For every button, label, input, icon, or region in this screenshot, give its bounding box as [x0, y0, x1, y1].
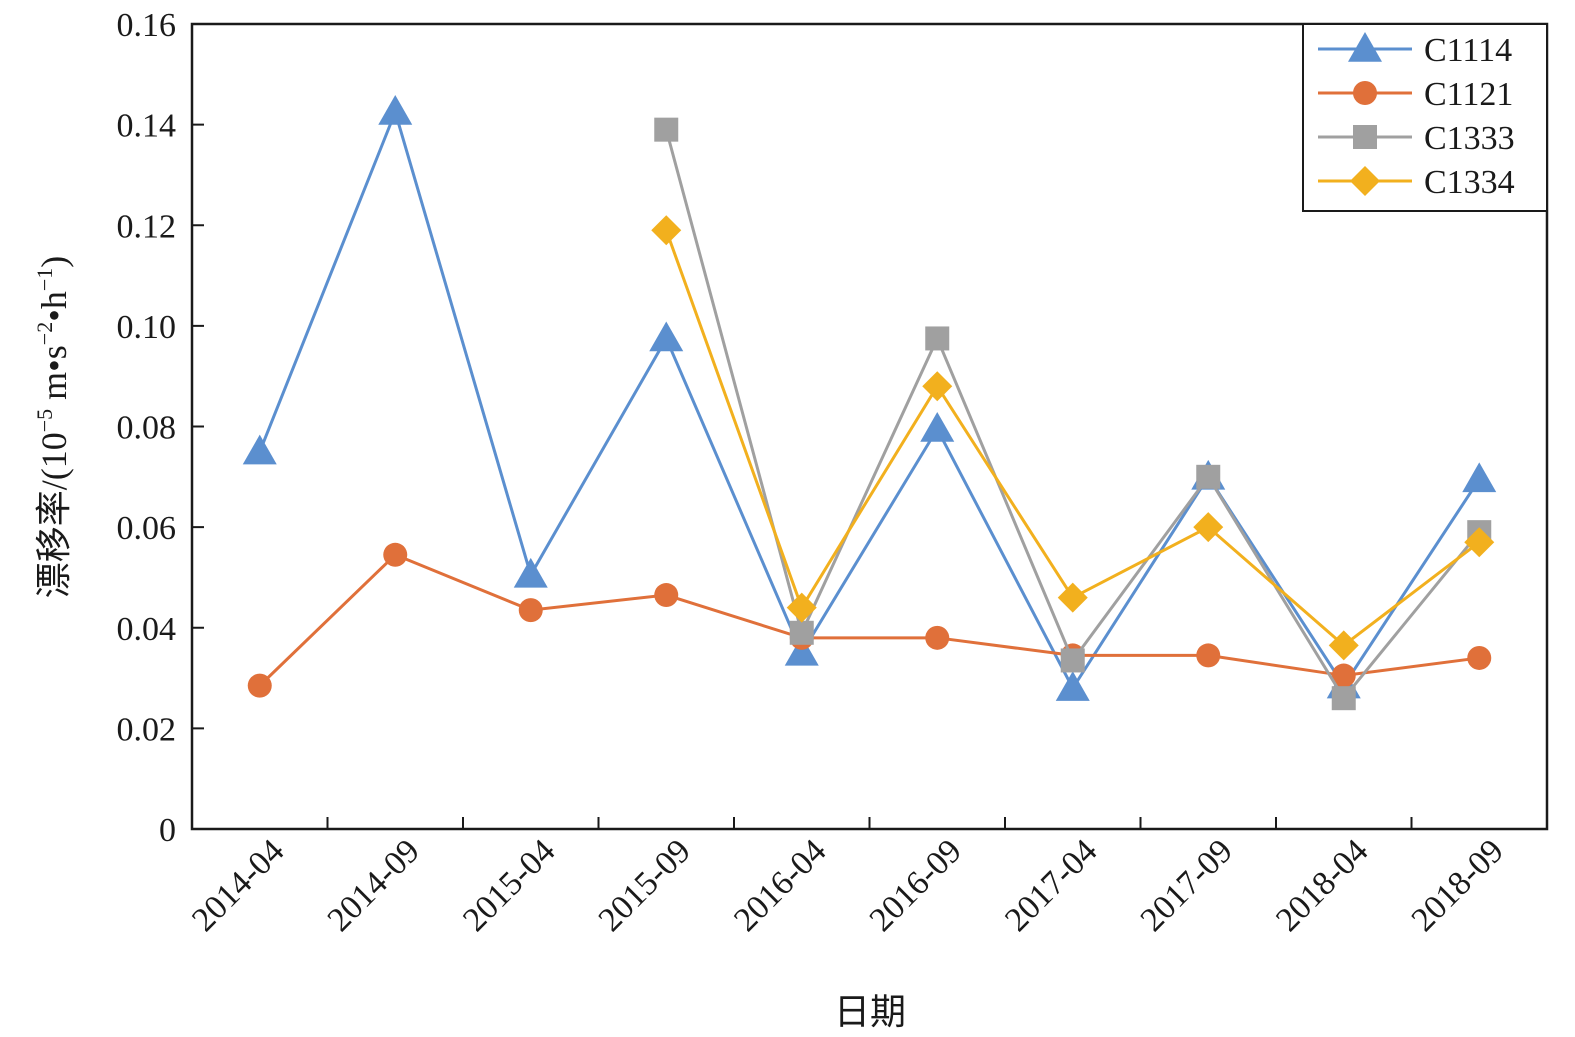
data-point-C1121	[1467, 645, 1492, 670]
data-point-C1334	[1057, 582, 1088, 613]
data-point-C1114	[378, 95, 413, 125]
series-C1333	[654, 117, 1492, 711]
y-tick-label: 0.14	[117, 108, 177, 145]
legend-marker	[1348, 32, 1382, 62]
y-axis-ticks: 0 0.02 0.04 0.06 0.08 0.10 0.12 0.14 0.16	[117, 7, 204, 849]
y-tick-label: 0.06	[117, 510, 177, 547]
series-C1334	[651, 215, 1495, 661]
legend: C1114 C1121 C1333 C1334	[1302, 23, 1548, 212]
legend-marker	[1353, 125, 1377, 149]
data-point-C1121	[925, 625, 950, 650]
data-point-C1121	[518, 598, 543, 623]
data-point-C1121	[247, 673, 272, 698]
y-tick-label: 0.16	[117, 7, 177, 44]
x-tick-label: 2017-04	[998, 832, 1104, 938]
data-point-C1121	[383, 542, 408, 567]
data-point-C1114	[784, 635, 819, 666]
legend-label: C1334	[1424, 164, 1515, 201]
x-tick-label: 2016-04	[727, 832, 833, 938]
series-line-C1121	[258, 553, 1480, 687]
data-point-C1114	[649, 321, 684, 352]
y-tick-label: 0.04	[117, 611, 177, 648]
y-axis-title: 漂移率/(10−5 m•s−2•h−1)	[32, 256, 74, 599]
data-point-C1114	[1462, 462, 1497, 493]
legend-label: C1121	[1424, 76, 1513, 113]
data-point-C1334	[1464, 527, 1495, 558]
legend-marker	[1353, 81, 1377, 105]
series-line-C1114	[258, 107, 1481, 692]
data-point-C1334	[922, 371, 953, 402]
data-point-C1334	[1328, 630, 1359, 661]
x-tick-label: 2018-09	[1405, 832, 1511, 938]
legend-marker	[1350, 166, 1380, 196]
legend-items: C1114 C1121 C1333 C1334	[1318, 32, 1515, 201]
data-point-C1333	[1060, 648, 1085, 673]
y-tick-label: 0.02	[117, 711, 177, 748]
x-tick-label: 2018-04	[1269, 832, 1375, 938]
x-tick-label: 2017-09	[1134, 832, 1240, 938]
y-tick-label: 0.10	[117, 309, 177, 346]
legend-label: C1114	[1424, 32, 1512, 69]
data-point-C1334	[786, 592, 817, 623]
y-tick-label: 0.12	[117, 208, 177, 245]
x-tick-label: 2015-09	[592, 832, 698, 938]
data-point-C1114	[920, 412, 955, 442]
series-C1114	[242, 95, 1497, 701]
data-point-C1121	[654, 583, 679, 608]
x-tick-label: 2015-04	[456, 832, 562, 938]
data-point-C1333	[1196, 464, 1221, 489]
x-tick-label: 2016-09	[863, 832, 969, 938]
data-point-C1121	[1196, 643, 1221, 668]
x-tick-label: 2014-04	[185, 832, 291, 938]
data-point-C1333	[925, 326, 950, 351]
data-point-C1333	[1331, 686, 1356, 711]
data-point-C1334	[1193, 512, 1224, 543]
series-C1121	[247, 542, 1492, 698]
data-point-C1334	[651, 215, 682, 246]
legend-item-C1333: C1333	[1318, 120, 1515, 157]
legend-item-C1114: C1114	[1318, 32, 1512, 69]
y-tick-label: 0	[159, 812, 176, 849]
legend-label: C1333	[1424, 120, 1515, 157]
series-layer	[242, 95, 1497, 711]
data-point-C1114	[242, 434, 277, 465]
x-axis-title: 日期	[834, 992, 906, 1032]
data-point-C1121	[1331, 663, 1356, 688]
data-point-C1114	[513, 557, 548, 588]
legend-item-C1121: C1121	[1318, 76, 1513, 113]
data-point-C1333	[789, 620, 814, 645]
series-line-C1333	[664, 129, 1481, 701]
x-tick-label: 2014-09	[321, 832, 427, 938]
y-tick-label: 0.08	[117, 410, 177, 447]
x-axis-ticks: 2014-04 2014-09 2015-04 2015-09 2016-04 2016-…	[185, 817, 1511, 939]
data-point-C1114	[1055, 671, 1090, 701]
data-point-C1333	[654, 117, 679, 142]
legend-item-C1334: C1334	[1318, 164, 1515, 201]
